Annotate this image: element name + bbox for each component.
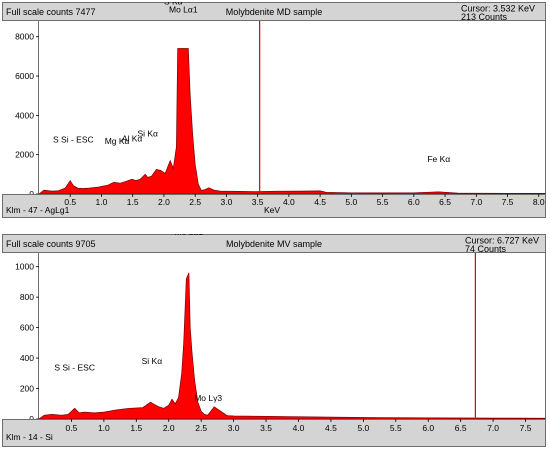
y-tick-label: 800 (20, 292, 34, 302)
x-tick-label: 3.0 (220, 197, 232, 207)
x-tick-label: 1.0 (96, 197, 108, 207)
x-tick-label: 3.5 (252, 197, 264, 207)
x-tick-label: 1.5 (130, 423, 142, 433)
x-tick-label: 7.5 (520, 423, 532, 433)
x-tick-label: 8.0 (533, 197, 545, 207)
x-tick-label: 6.0 (422, 423, 434, 433)
x-tick-label: 1.5 (127, 197, 139, 207)
spectrum-panel-md: Full scale counts 7477 Molybdenite MD sa… (2, 2, 546, 218)
x-tick-label: 3.0 (228, 423, 240, 433)
x-tick-label: 4.5 (325, 423, 337, 433)
panel-title: Molybdenite MV sample (226, 239, 322, 249)
cursor-readout: Cursor: 6.727 KeV (465, 236, 539, 246)
peak-label: Mg Kα (105, 136, 130, 146)
y-tick-label: 600 (20, 323, 34, 333)
peak-label: Mo Lγ3 (194, 393, 222, 403)
x-tick-label: 4.5 (314, 197, 326, 207)
x-tick-label: 2.0 (163, 423, 175, 433)
x-axis-ticks: 0.5 1.0 1.5 2.0 2.5 3.0 3.5 4.0 4.5 5.0 5.5 6.0 6.5 7… (64, 194, 545, 207)
spectrum-area (37, 48, 546, 195)
x-tick-label: 2.0 (158, 197, 170, 207)
x-tick-label: 5.5 (390, 423, 402, 433)
peak-label: S Si - ESC (53, 135, 94, 145)
x-tick-label: 3.5 (260, 423, 272, 433)
cursor-counts: 213 Counts (461, 12, 508, 22)
footer-bar (2, 419, 546, 447)
x-tick-label: 6.5 (439, 197, 451, 207)
x-tick-label: 0.5 (66, 423, 78, 433)
peak-label: Mo Lα1 (175, 234, 204, 237)
peak-label: Si Kα (137, 128, 158, 138)
cursor-counts: 74 Counts (465, 244, 507, 254)
peak-label: Al Kα (122, 133, 143, 143)
x-tick-label: 5.5 (377, 197, 389, 207)
spectrum-area (37, 272, 546, 420)
y-tick-label: 6000 (15, 71, 34, 81)
x-axis-ticks: 0.5 1.0 1.5 2.0 2.5 3.0 3.5 4.0 4.5 5.0 5.5 6.0 6.5 7… (66, 419, 532, 433)
plot-area (38, 252, 546, 420)
x-tick-label: 4.0 (293, 423, 305, 433)
full-scale-label: Full scale counts 9705 (6, 239, 96, 249)
x-tick-label: 4.0 (283, 197, 295, 207)
x-tick-label: 0.5 (64, 197, 76, 207)
y-tick-label: 2000 (15, 150, 34, 160)
x-tick-label: 1.0 (98, 423, 110, 433)
y-tick-label: 400 (20, 353, 34, 363)
spectrum-panel-mv: Full scale counts 9705 Molybdenite MV sa… (2, 234, 546, 447)
y-tick-label: 8000 (15, 32, 34, 42)
x-tick-label: 7.5 (502, 197, 514, 207)
panel-title: Molybdenite MD sample (226, 7, 323, 17)
x-tick-label: 2.5 (195, 423, 207, 433)
x-tick-label: 5.0 (357, 423, 369, 433)
peak-label: S Si - ESC (54, 362, 95, 372)
y-tick-label: 4000 (15, 110, 34, 120)
full-scale-label: Full scale counts 7477 (6, 7, 96, 17)
footer-bar (2, 194, 546, 218)
x-tick-label: 5.0 (345, 197, 357, 207)
x-axis-label: KeV (264, 205, 280, 215)
spectrum-chart-md: Full scale counts 7477 Molybdenite MD sa… (2, 2, 546, 218)
detector-label: Klm - 14 - Si (6, 432, 53, 442)
spectrum-chart-mv: Full scale counts 9705 Molybdenite MV sa… (2, 234, 546, 447)
y-tick-label: 1000 (15, 262, 34, 272)
plot-area (38, 20, 546, 195)
x-tick-label: 6.5 (455, 423, 467, 433)
peak-label: Si Kα (142, 356, 163, 366)
cursor-readout: Cursor: 3.532 KeV (461, 4, 535, 14)
detector-label: Klm - 47 - AgLg1 (6, 205, 70, 215)
x-tick-label: 6.0 (408, 197, 420, 207)
peak-label: Mo Lα1 (169, 5, 198, 15)
peak-label: S Kα (164, 2, 183, 7)
x-tick-label: 7.0 (470, 197, 482, 207)
y-tick-label: 200 (20, 384, 34, 394)
peak-label: Fe Kα (427, 154, 450, 164)
x-tick-label: 7.0 (487, 423, 499, 433)
x-tick-label: 2.5 (189, 197, 201, 207)
